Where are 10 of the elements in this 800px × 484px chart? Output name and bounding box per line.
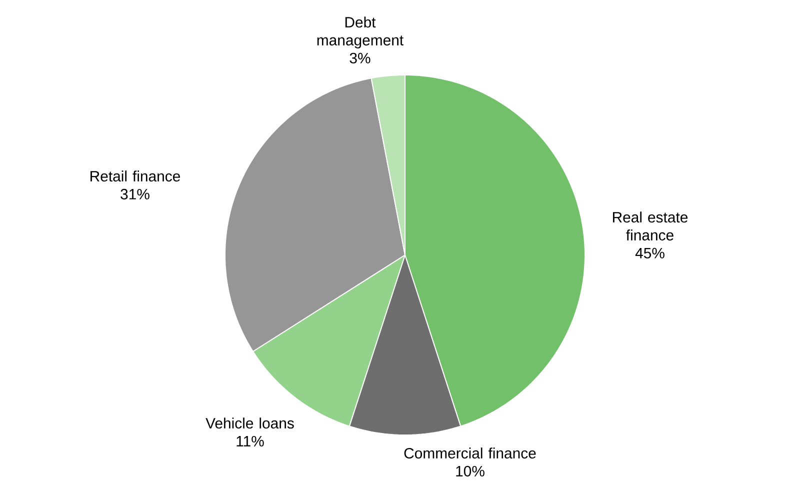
data-label: 10% — [456, 466, 484, 476]
data-label: 11% — [236, 436, 264, 446]
slice-label: Real estate finance — [613, 212, 688, 240]
slice-label: Commercial finance — [404, 448, 536, 459]
slice-label: Vehicle loans — [206, 418, 294, 429]
slice-label: Retail finance — [90, 170, 180, 182]
slice-label: Debt management — [317, 16, 404, 48]
data-label: 45% — [635, 248, 664, 258]
data-label: 31% — [120, 188, 150, 200]
data-label: 3% — [350, 52, 370, 64]
